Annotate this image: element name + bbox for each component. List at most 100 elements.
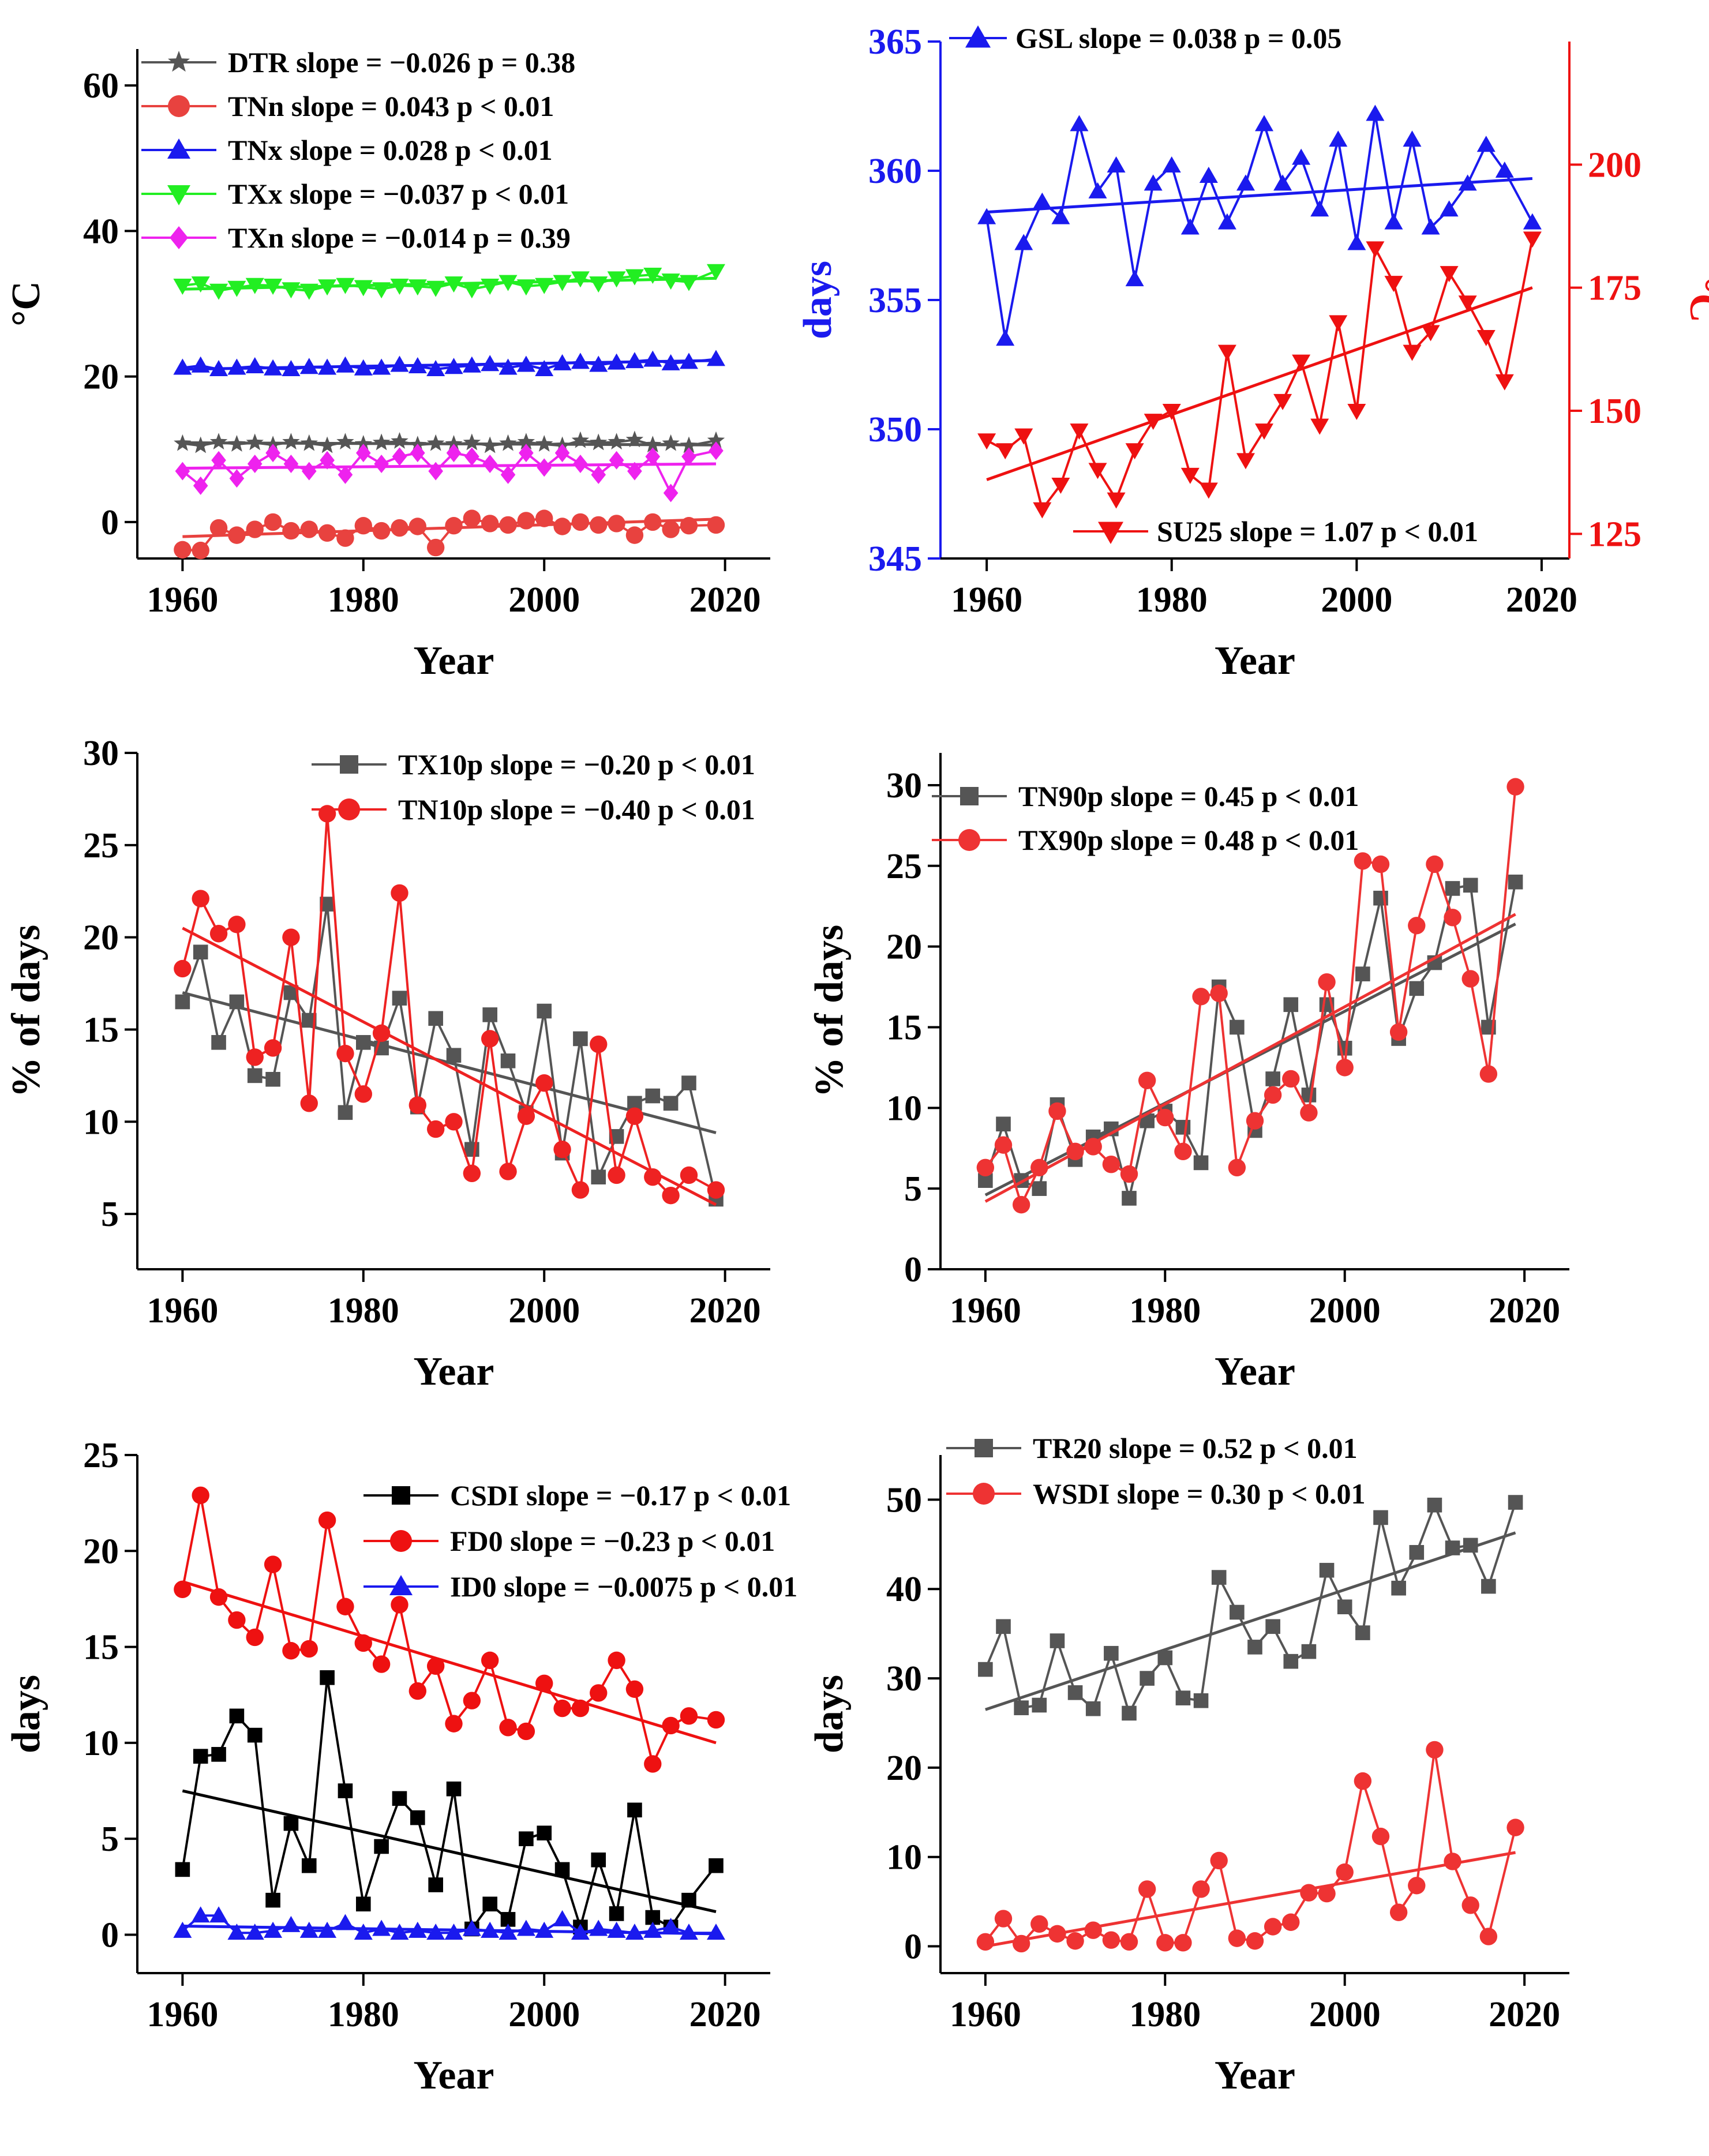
- data-point: [1070, 115, 1089, 132]
- data-point: [1228, 1158, 1246, 1176]
- y-tick-label: 20: [83, 358, 119, 397]
- data-point: [209, 360, 228, 377]
- series-id0: [173, 1906, 725, 1940]
- x-axis-title: Year: [1215, 639, 1295, 683]
- data-point: [481, 1651, 499, 1670]
- data-point: [426, 434, 445, 451]
- data-point: [1217, 344, 1236, 361]
- data-point: [209, 1906, 228, 1923]
- data-point: [229, 469, 245, 488]
- series-tr20: [978, 1495, 1523, 1721]
- data-point: [1495, 162, 1514, 178]
- data-point: [707, 431, 725, 448]
- data-point: [553, 518, 571, 535]
- legend-marker: [167, 185, 190, 205]
- data-point: [1048, 1925, 1066, 1943]
- data-point: [1319, 1562, 1335, 1578]
- data-point: [336, 529, 354, 547]
- data-point: [706, 1923, 725, 1940]
- data-point: [1265, 1071, 1280, 1086]
- data-point: [661, 354, 680, 370]
- data-point: [571, 1699, 590, 1718]
- data-point: [553, 354, 572, 370]
- data-point: [209, 1588, 228, 1606]
- data-point: [481, 278, 500, 295]
- x-tick-label: 2020: [689, 580, 761, 620]
- data-point: [535, 435, 553, 452]
- data-point: [996, 1116, 1011, 1132]
- series-tnx: [173, 350, 725, 377]
- data-point: [426, 1120, 445, 1138]
- data-point: [391, 1596, 408, 1614]
- data-point: [591, 1169, 606, 1184]
- data-point: [355, 1035, 371, 1050]
- data-point: [392, 1791, 407, 1806]
- data-point: [709, 1858, 724, 1873]
- data-point: [1354, 1772, 1372, 1790]
- data-point: [336, 1044, 354, 1063]
- data-point: [192, 890, 209, 908]
- x-tick-label: 1980: [1129, 1291, 1201, 1330]
- data-point: [535, 360, 554, 377]
- data-point: [994, 1910, 1013, 1928]
- legend: TR20 slope = 0.52 p < 0.01 WSDI slope = 0…: [946, 1432, 1366, 1510]
- legend-marker: [170, 226, 188, 249]
- data-point: [645, 1088, 661, 1104]
- legend-label: TX90p slope = 0.48 p < 0.01: [1018, 824, 1359, 856]
- legend-marker: [338, 798, 360, 820]
- data-point: [354, 517, 372, 535]
- data-point: [338, 1783, 353, 1798]
- data-point: [229, 1708, 245, 1724]
- data-point: [499, 1923, 518, 1940]
- y-axis-title: °C: [4, 281, 48, 327]
- data-point: [1066, 1142, 1084, 1161]
- y-tick-label: 30: [886, 1659, 922, 1698]
- x-tick-label: 1960: [147, 1995, 218, 2034]
- series-txx: [173, 264, 725, 300]
- data-point: [1283, 1653, 1299, 1669]
- x-tick-label: 1960: [147, 1291, 218, 1330]
- legend-label: TNx slope = 0.028 p < 0.01: [228, 134, 553, 166]
- data-point: [571, 513, 590, 531]
- x-tick-label: 2000: [508, 580, 580, 620]
- data-point: [372, 522, 391, 540]
- data-point: [625, 269, 644, 286]
- data-point: [264, 278, 283, 295]
- data-point: [573, 455, 588, 474]
- data-point: [390, 355, 409, 372]
- data-point: [662, 1186, 680, 1205]
- data-point: [1122, 1191, 1137, 1206]
- data-point: [408, 279, 427, 296]
- data-point: [1282, 1913, 1300, 1931]
- data-point: [681, 1075, 696, 1090]
- y-tick-label: 5: [904, 1169, 922, 1209]
- data-point: [282, 360, 301, 377]
- legend-label: TN10p slope = −0.40 p < 0.01: [398, 793, 755, 826]
- data-point: [175, 462, 190, 481]
- data-point: [1033, 502, 1052, 519]
- data-point: [644, 436, 662, 453]
- data-point: [977, 208, 996, 224]
- series-line: [984, 1749, 1517, 1946]
- data-point: [680, 1166, 698, 1184]
- data-point: [662, 520, 680, 538]
- legend-label: TX10p slope = −0.20 p < 0.01: [398, 748, 755, 781]
- data-point: [590, 1035, 608, 1053]
- x-tick-label: 2020: [689, 1291, 761, 1330]
- data-point: [643, 268, 662, 284]
- data-point: [246, 1048, 264, 1066]
- data-point: [994, 1136, 1013, 1154]
- data-point: [193, 1749, 208, 1764]
- data-point: [464, 1142, 479, 1157]
- legend-marker: [167, 138, 190, 159]
- legend-label: TXx slope = −0.037 p < 0.01: [228, 178, 569, 210]
- data-point: [246, 433, 264, 451]
- data-point: [372, 1024, 391, 1043]
- x-tick-label: 2020: [1506, 580, 1577, 620]
- series-gsl: [977, 104, 1542, 346]
- data-point: [391, 884, 408, 902]
- data-point: [1301, 1644, 1317, 1659]
- data-point: [265, 1071, 280, 1087]
- data-point: [354, 1634, 372, 1652]
- data-point: [1426, 1741, 1444, 1759]
